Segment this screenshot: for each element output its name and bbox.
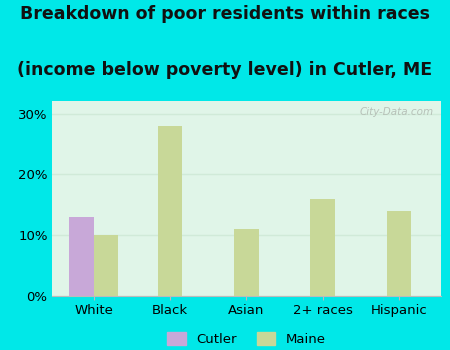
Text: Breakdown of poor residents within races: Breakdown of poor residents within races <box>20 5 430 23</box>
Bar <box>69 217 94 296</box>
Bar <box>158 126 182 296</box>
Bar <box>94 235 118 296</box>
Bar <box>234 229 259 296</box>
Text: City-Data.com: City-Data.com <box>359 107 433 117</box>
Legend: Cutler, Maine: Cutler, Maine <box>162 327 331 350</box>
Text: (income below poverty level) in Cutler, ME: (income below poverty level) in Cutler, … <box>18 61 432 79</box>
Bar <box>387 211 411 296</box>
Bar <box>310 199 335 296</box>
